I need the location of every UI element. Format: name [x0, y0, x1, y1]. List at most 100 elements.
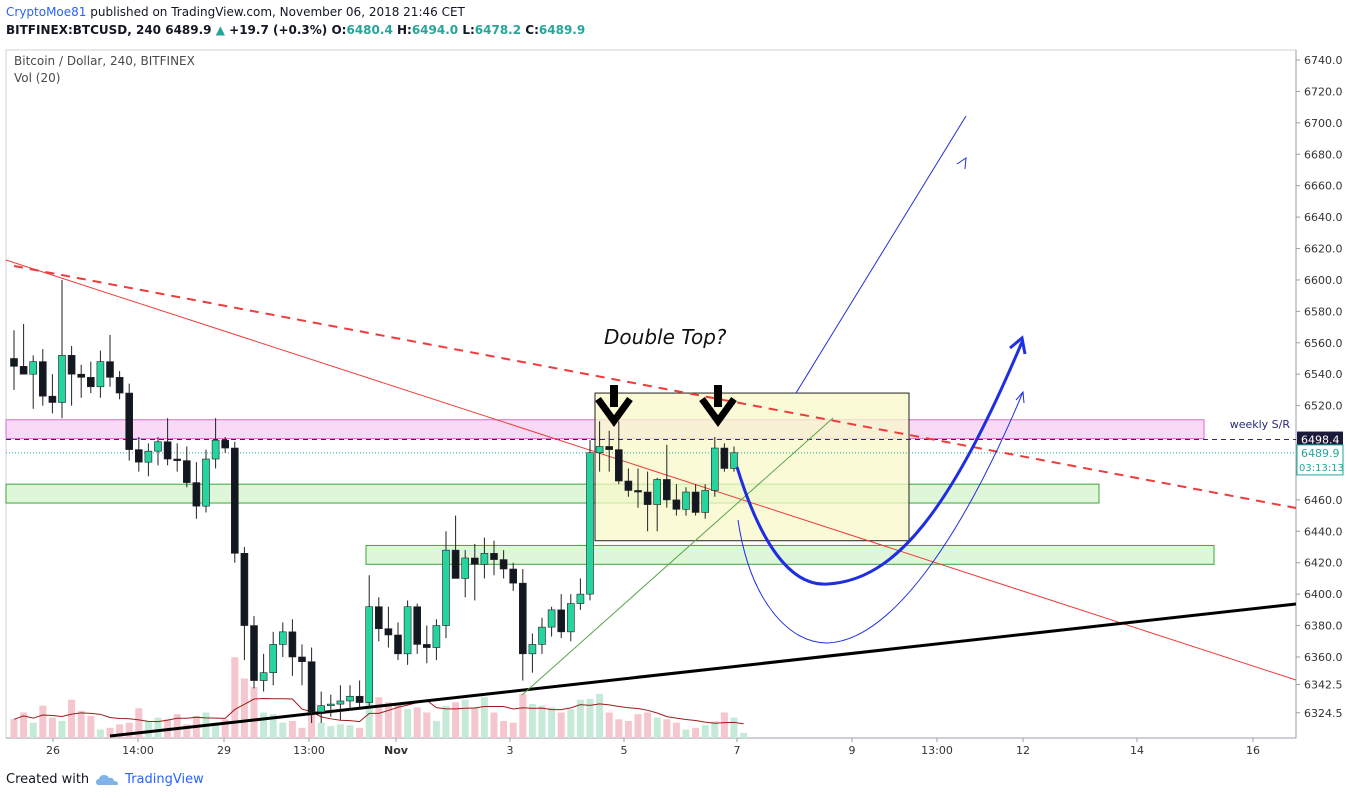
volume-ma-line	[13, 698, 744, 725]
candle-body-up	[365, 606, 374, 703]
candle-body-down	[106, 361, 114, 378]
candle-body-down	[77, 373, 85, 378]
candle	[374, 597, 383, 642]
candle-body-up	[202, 458, 210, 507]
candle-body-down	[720, 447, 729, 469]
candle	[221, 437, 229, 453]
candle	[259, 653, 268, 692]
candle-body-up	[461, 557, 470, 579]
candle	[672, 484, 681, 516]
candle	[653, 477, 662, 532]
volume-bar	[461, 699, 469, 738]
candle-body-up	[154, 441, 162, 452]
candle-body-up	[29, 361, 38, 375]
candle	[394, 622, 402, 661]
candle-body-down	[355, 695, 364, 703]
arrow-shaft	[714, 385, 722, 407]
candle-body-up	[538, 626, 546, 645]
volume-bar	[548, 707, 556, 738]
candle	[384, 606, 393, 648]
blue-projection-line	[795, 115, 967, 394]
support-zone-upper	[5, 483, 1100, 504]
tradingview-brand-link[interactable]: TradingView	[125, 772, 204, 787]
volume-bar	[183, 724, 191, 738]
x-tick-label: 16	[1246, 744, 1260, 757]
candle-body-down	[250, 625, 258, 681]
volume-bar	[663, 719, 671, 738]
low-label: L:	[462, 23, 475, 37]
candle-body-up	[211, 439, 220, 460]
candle-body-down	[605, 446, 614, 450]
y-tick-label: 6580.0	[1304, 305, 1343, 318]
volume-bar	[701, 725, 709, 738]
volume-bar	[173, 714, 181, 738]
candle-body-up	[710, 447, 719, 491]
author-link[interactable]: CryptoMoe81	[6, 5, 87, 19]
volume-bar	[317, 722, 325, 738]
candle	[115, 371, 124, 400]
volume-bar	[452, 702, 460, 738]
candle-body-down	[173, 458, 181, 461]
volume-bar	[20, 712, 28, 738]
y-tick-label: 6380.0	[1304, 620, 1343, 633]
volume-bar	[653, 717, 661, 738]
candle-body-up	[701, 490, 710, 513]
candle	[326, 694, 335, 717]
volume-bar	[538, 705, 546, 738]
candle-body-down	[38, 361, 47, 397]
weekly-sr-annotation: weekly S/R	[1230, 418, 1291, 431]
candle-body-up	[259, 672, 268, 681]
candle-body-down	[643, 491, 652, 505]
green-trend-line	[521, 417, 834, 696]
last-price-box	[1296, 444, 1344, 476]
candle-body-up	[336, 700, 345, 705]
price-chart[interactable]: 6740.0 6720.0 6700.0 6680.0 6660.0 6640.0 6620…	[0, 42, 1348, 772]
candle	[365, 575, 374, 708]
weekly-sr-price-label: 6498.4	[1301, 434, 1340, 447]
published-text: published on TradingView.com, November 0…	[90, 5, 465, 19]
candle	[720, 443, 729, 472]
candle	[288, 619, 297, 676]
close-value: 6489.9	[538, 23, 586, 37]
up-arrow-icon: ▲	[215, 23, 225, 37]
candle	[691, 484, 700, 516]
countdown-label: 03:13:13	[1299, 463, 1344, 474]
volume-bar	[740, 732, 748, 738]
candle	[135, 437, 143, 472]
volume-bar	[154, 717, 162, 738]
x-tick-label: 5	[621, 744, 628, 757]
chart-area[interactable]: 6740.0 6720.0 6700.0 6680.0 6660.0 6640.0 6620…	[0, 42, 1348, 772]
candle	[307, 647, 316, 723]
candle-body-down	[87, 377, 95, 388]
volume-bar	[125, 722, 133, 738]
candle	[566, 594, 575, 642]
y-tick-label: 6420.0	[1304, 557, 1343, 570]
y-tick-label: 6460.0	[1304, 494, 1343, 507]
red-downtrend-line	[5, 259, 1297, 681]
candle-body-down	[374, 606, 383, 630]
candle	[211, 418, 220, 469]
candle	[202, 449, 210, 513]
candle-body-down	[288, 631, 297, 658]
volume-bar	[442, 705, 450, 738]
arrow-shaft	[610, 385, 618, 407]
candle-body-down	[125, 392, 133, 450]
y-tick-label: 6720.0	[1304, 85, 1343, 98]
volume-bar	[288, 721, 296, 738]
candle-body-up	[403, 606, 412, 655]
candle	[576, 578, 585, 610]
candle	[317, 691, 326, 723]
last-price: 6489.9	[165, 23, 212, 37]
candle-body-up	[317, 705, 326, 713]
arrowhead-icon	[1009, 335, 1027, 355]
volume-bar	[336, 724, 344, 738]
candle-body-down	[614, 449, 623, 482]
volume-bar	[77, 710, 85, 738]
volume-bar	[375, 697, 383, 738]
candle	[518, 569, 527, 681]
created-with-label: Created with	[6, 772, 90, 787]
candle	[442, 531, 450, 639]
volume-bar	[106, 727, 114, 738]
candle	[29, 355, 38, 409]
y-tick-label: 6740.0	[1304, 54, 1343, 67]
